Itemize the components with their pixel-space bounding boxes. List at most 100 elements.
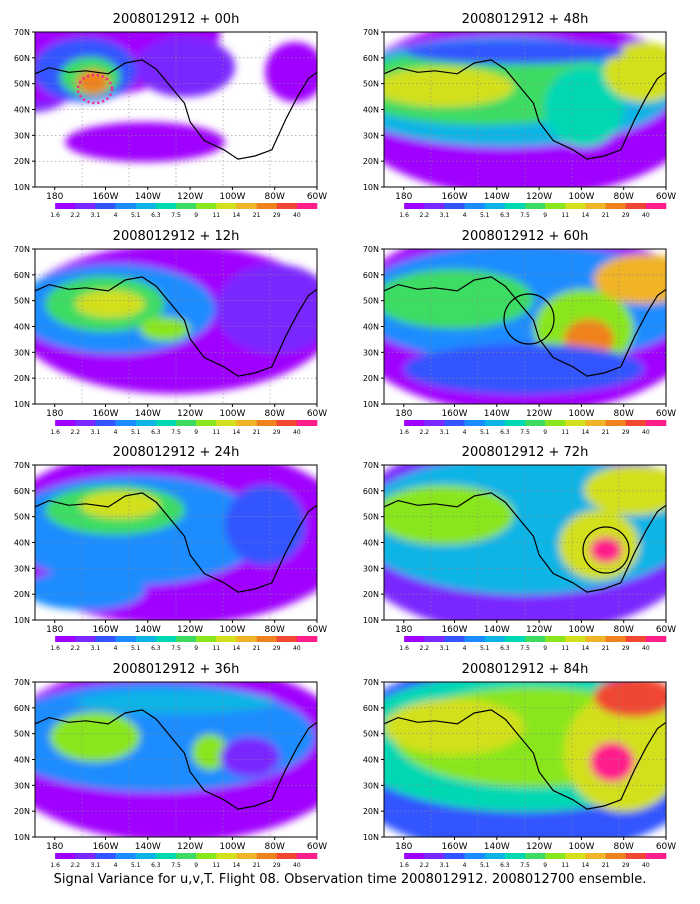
- colorbar-label: 40: [293, 645, 301, 652]
- latitude-label: 20N: [14, 590, 30, 599]
- colorbar-swatch: [525, 420, 546, 426]
- colorbar-swatch: [424, 636, 445, 642]
- longitude-label: 140W: [135, 192, 161, 202]
- longitude-label: 60W: [656, 192, 676, 202]
- longitude-label: 160W: [92, 192, 118, 202]
- colorbar-label: 21: [253, 429, 261, 436]
- colorbar-label: 29: [622, 212, 630, 219]
- grid-lines: [384, 682, 666, 837]
- colorbar-label: 1.6: [399, 212, 409, 219]
- longitude-label: 100W: [568, 192, 594, 202]
- colorbar-label: 5.1: [131, 645, 141, 652]
- coastline: [384, 59, 666, 160]
- grid-lines: [35, 682, 317, 837]
- colorbar-label: 14: [233, 212, 241, 219]
- latitude-label: 50N: [14, 297, 30, 306]
- colorbar-label: 21: [602, 862, 610, 869]
- colorbar-label: 4: [114, 645, 118, 652]
- colorbar-label: 2.2: [420, 212, 430, 219]
- colorbar-label: 7.5: [520, 862, 530, 869]
- longitude-label: 120W: [526, 409, 552, 419]
- longitude-label: 180: [395, 409, 412, 419]
- colorbar-swatch: [545, 636, 566, 642]
- colorbar-label: 14: [233, 645, 241, 652]
- longitude-label: 160W: [92, 409, 118, 419]
- colorbar-swatch: [464, 420, 486, 426]
- longitude-label: 100W: [568, 842, 594, 852]
- colorbar-label: 11: [561, 645, 569, 652]
- colorbar-swatch: [35, 420, 56, 426]
- colorbar-label: 9: [543, 645, 547, 652]
- colorbar-swatch: [256, 853, 278, 859]
- colorbar-label: 7.5: [520, 212, 530, 219]
- colorbar: 1.6 2.2 3.1 4 5.1 6.3 7.5 9 11 14 21 29 40: [384, 636, 667, 652]
- colorbar-swatch: [176, 203, 197, 209]
- longitude-label: 80W: [614, 625, 634, 635]
- colorbar-swatch: [176, 853, 197, 859]
- colorbar-swatch: [384, 420, 405, 426]
- target-circle: [503, 293, 555, 345]
- latitude-label: 50N: [14, 513, 30, 522]
- latitude-label: 40N: [14, 756, 30, 765]
- latitude-label: 70N: [363, 245, 379, 254]
- colorbar-swatch: [216, 203, 237, 209]
- colorbar-label: 5.1: [480, 429, 490, 436]
- colorbar-label: 3.1: [91, 645, 101, 652]
- latitude-label: 50N: [363, 730, 379, 739]
- latitude-label: 30N: [363, 131, 379, 140]
- colorbar-label: 3.1: [440, 429, 450, 436]
- colorbar-swatch: [276, 420, 298, 426]
- colorbar-swatch: [484, 203, 506, 209]
- coastline: [35, 276, 317, 377]
- colorbar: 1.6 2.2 3.1 4 5.1 6.3 7.5 9 11 14 21 29 40: [384, 853, 667, 869]
- latitude-label: 60N: [363, 487, 379, 496]
- forecast-panel-0: 2008012912 + 00h 70N 60N 50N 40N 30N 20N 10N 180…: [14, 12, 327, 219]
- latitude-label: 70N: [363, 461, 379, 470]
- colorbar-swatch: [625, 636, 647, 642]
- colorbar-label: 29: [273, 862, 281, 869]
- longitude-label: 60W: [656, 409, 676, 419]
- colorbar-swatch: [216, 853, 237, 859]
- colorbar-swatch: [95, 853, 116, 859]
- colorbar-label: 2.2: [71, 429, 81, 436]
- colorbar-label: 3.1: [440, 862, 450, 869]
- colorbar-label: 14: [233, 862, 241, 869]
- latitude-label: 60N: [14, 54, 30, 63]
- latitude-label: 10N: [363, 833, 379, 842]
- colorbar-swatch: [565, 203, 586, 209]
- colorbar-label: 3.1: [91, 212, 101, 219]
- longitude-label: 60W: [307, 192, 327, 202]
- variance-field: [35, 682, 317, 837]
- longitude-label: 180: [395, 192, 412, 202]
- longitude-label: 80W: [265, 409, 285, 419]
- longitude-label: 100W: [219, 192, 245, 202]
- colorbar-swatch: [605, 203, 627, 209]
- colorbar-swatch: [404, 420, 425, 426]
- colorbar-label: 6.3: [151, 645, 161, 652]
- longitude-label: 180: [46, 625, 63, 635]
- coastline: [35, 59, 317, 160]
- colorbar-swatch: [55, 420, 76, 426]
- colorbar-swatch: [605, 853, 627, 859]
- colorbar-swatch: [585, 420, 606, 426]
- colorbar-label: 9: [194, 645, 198, 652]
- latitude-label: 30N: [14, 131, 30, 140]
- colorbar-swatch: [605, 636, 627, 642]
- colorbar-swatch: [155, 636, 177, 642]
- colorbar-label: 5.1: [131, 212, 141, 219]
- colorbar-swatch: [625, 203, 647, 209]
- colorbar-label: 11: [212, 862, 220, 869]
- latitude-label: 70N: [363, 678, 379, 687]
- colorbar-label: 40: [293, 429, 301, 436]
- colorbar-swatch: [384, 203, 405, 209]
- colorbar-label: 11: [561, 212, 569, 219]
- colorbar-label: 14: [582, 862, 590, 869]
- colorbar-label: 9: [194, 212, 198, 219]
- colorbar-label: 29: [622, 862, 630, 869]
- colorbar-swatch: [196, 853, 217, 859]
- colorbar-swatch: [236, 853, 257, 859]
- colorbar-swatch: [55, 203, 76, 209]
- longitude-label: 100W: [219, 625, 245, 635]
- colorbar-swatch: [115, 420, 137, 426]
